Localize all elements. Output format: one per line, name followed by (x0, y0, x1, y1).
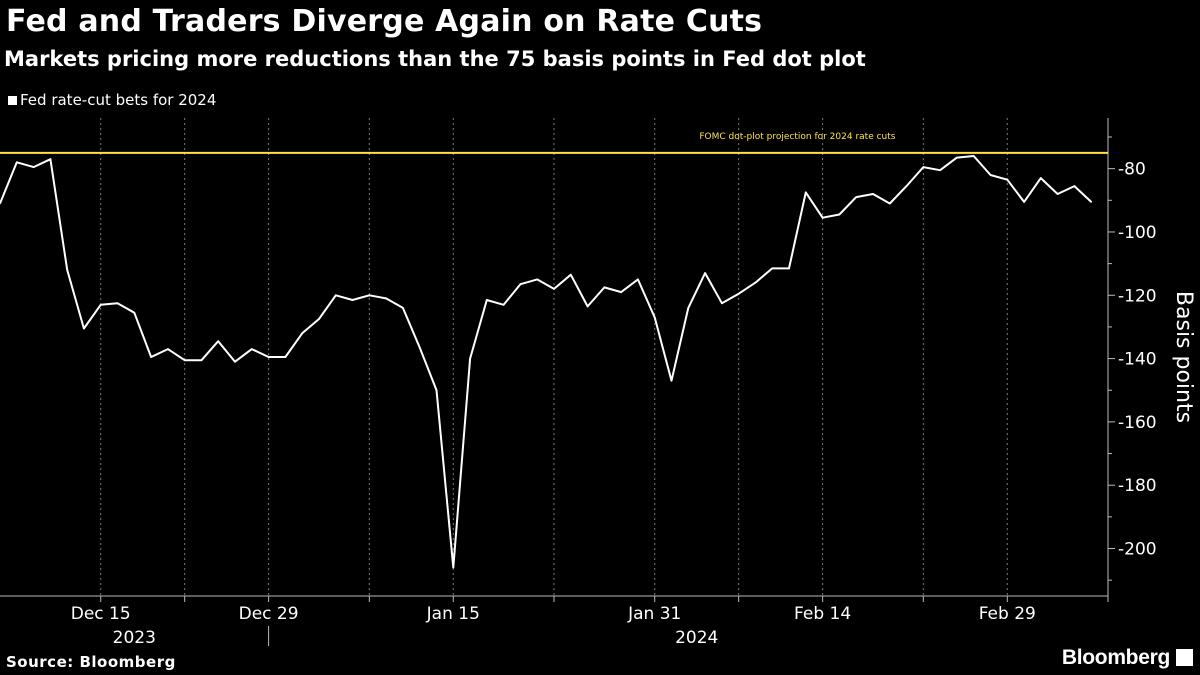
data-point (402, 307, 404, 309)
data-point (32, 166, 35, 168)
data-point (872, 193, 874, 195)
data-point (637, 278, 639, 281)
data-point (251, 348, 253, 350)
data-point (502, 303, 505, 306)
data-point (318, 318, 320, 320)
series-line (0, 155, 1092, 569)
data-point (200, 359, 203, 361)
series-points (0, 155, 1093, 569)
legend: Fed rate-cut bets for 2024 (8, 91, 216, 109)
data-point (1023, 201, 1025, 203)
x-tick-label: Jan 15 (426, 604, 480, 624)
data-point (1073, 185, 1076, 187)
data-point (15, 161, 18, 164)
y-tick-label: -160 (1118, 413, 1157, 433)
x-year-label: 2024 (675, 628, 718, 648)
x-tick-label: Jan 31 (627, 604, 681, 624)
data-point (1090, 201, 1093, 203)
data-point (754, 281, 757, 284)
data-point (603, 286, 606, 289)
data-point (385, 297, 387, 300)
data-point (469, 357, 471, 360)
data-point (721, 302, 723, 304)
data-point (620, 291, 622, 293)
data-point (569, 273, 572, 276)
data-point (368, 294, 371, 297)
y-axis-label: Basis points (1171, 291, 1196, 423)
data-point (334, 294, 337, 297)
y-tick-label: -140 (1118, 350, 1157, 370)
data-point (737, 292, 740, 295)
bloomberg-logo-icon (1176, 649, 1193, 666)
data-point (855, 196, 857, 198)
data-point (771, 267, 774, 270)
data-point (486, 299, 488, 301)
legend-label: Fed rate-cut bets for 2024 (20, 91, 217, 109)
data-point (435, 389, 438, 392)
data-point (452, 566, 455, 569)
data-point (234, 360, 236, 363)
x-tick-label: Dec 15 (71, 604, 131, 624)
data-point (956, 156, 958, 159)
x-tick-label: Dec 29 (239, 604, 299, 624)
y-tick-label: -180 (1118, 476, 1157, 496)
reference-line-annotation: FOMC dot-plot projection for 2024 rate c… (699, 132, 895, 142)
x-tick-label: Feb 29 (979, 604, 1036, 624)
data-point (536, 278, 539, 281)
data-point (922, 166, 925, 168)
source-note: Source: Bloomberg (6, 653, 176, 671)
y-tick-label: -120 (1118, 286, 1157, 306)
data-point (821, 216, 824, 219)
y-tick-label: -100 (1118, 223, 1157, 243)
y-tick-label: -200 (1118, 540, 1157, 560)
data-point (351, 299, 354, 301)
y-tick-label: -80 (1118, 160, 1146, 180)
data-point (788, 267, 790, 270)
data-point (284, 356, 287, 358)
data-point (217, 340, 220, 342)
data-point (519, 283, 522, 285)
data-point (553, 288, 555, 290)
data-point (116, 302, 119, 304)
legend-swatch (8, 95, 17, 105)
chart-title: Fed and Traders Diverge Again on Rate Cu… (6, 4, 763, 39)
data-point (653, 316, 656, 319)
data-point (1056, 193, 1059, 195)
data-point (989, 174, 992, 176)
data-point (972, 155, 975, 157)
data-point (888, 202, 891, 205)
data-point (838, 213, 841, 216)
chart-subtitle: Markets pricing more reductions than the… (4, 47, 866, 71)
data-point (83, 327, 85, 330)
data-point (66, 269, 68, 271)
data-point (150, 356, 152, 358)
data-point (267, 356, 270, 358)
data-point (939, 169, 941, 172)
x-year-label: 2023 (113, 628, 156, 648)
data-point (0, 202, 1, 205)
brand-wordmark: Bloomberg (1061, 646, 1170, 669)
data-point (1006, 178, 1009, 181)
data-point (905, 185, 908, 187)
data-point (301, 332, 303, 335)
data-point (586, 305, 589, 308)
data-point (167, 348, 169, 350)
data-point (805, 191, 807, 194)
data-point (418, 346, 421, 349)
data-point (670, 379, 673, 382)
data-point (133, 311, 136, 314)
data-point (704, 272, 706, 274)
data-point (99, 303, 102, 306)
data-point (1040, 177, 1042, 179)
x-tick-label: Feb 14 (794, 604, 851, 624)
data-point (49, 158, 52, 160)
data-point (183, 359, 186, 361)
data-point (687, 307, 690, 309)
